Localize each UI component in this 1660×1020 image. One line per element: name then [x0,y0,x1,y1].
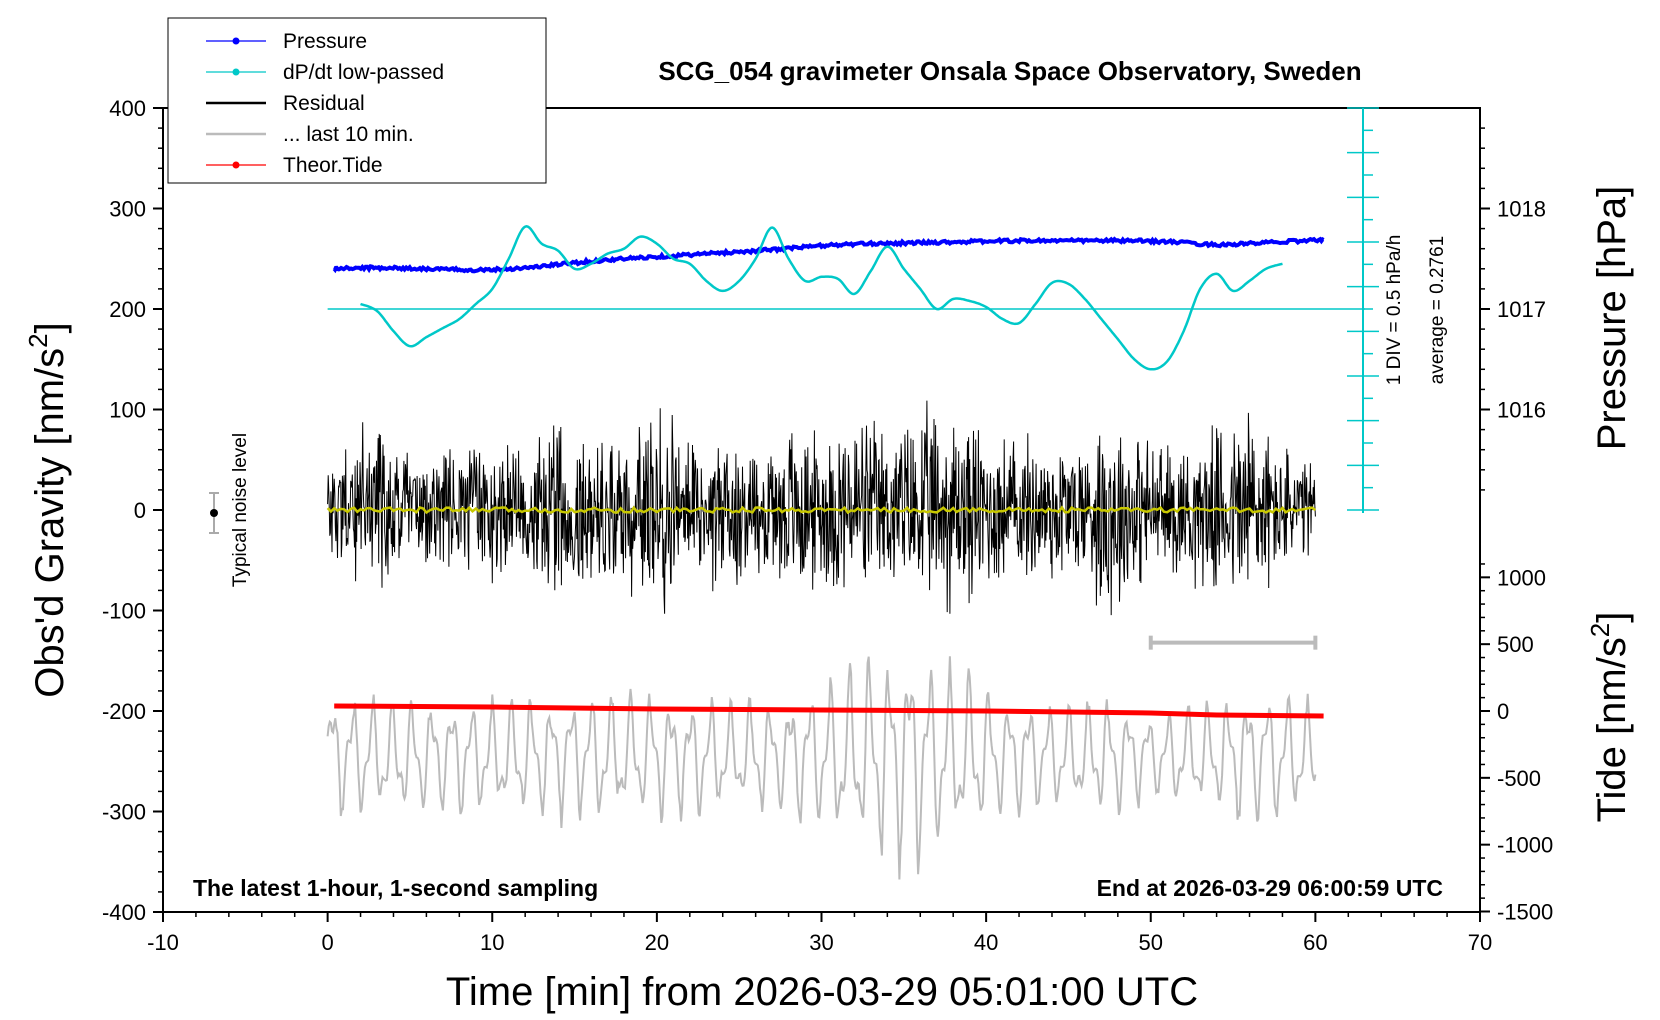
x-tick-label: 60 [1303,930,1327,955]
x-tick-label: 40 [974,930,998,955]
last-10-min-line [326,656,1317,880]
x-tick-label: -10 [147,930,179,955]
y-axis-title-left-main: Obs'd Gravity [nm/s [28,348,72,698]
legend-label: Residual [283,92,365,115]
dpdt-line [360,225,1283,371]
data-series [326,225,1365,880]
legend: Pressure dP/dt low-passed Residual ... last… [167,17,547,184]
tide-tick-label: 0 [1497,699,1509,724]
x-tick-label: 50 [1139,930,1163,955]
legend-entries: Pressure dP/dt low-passed Residual ... last… [206,30,444,177]
y-tick-label: 300 [109,197,146,222]
pressure-tick-label: 1016 [1497,398,1546,423]
tide-tick-label: 500 [1497,632,1534,657]
x-axis-title: Time [min] from 2026-03-29 05:01:00 UTC [446,970,1198,1014]
y-tick-label: -400 [102,900,146,925]
noise-dot [210,509,218,517]
noise-level-indicator: Typical noise level [209,433,251,587]
pressure-tick-label: 1017 [1497,297,1546,322]
legend-swatch-marker [232,161,240,169]
y-axis-title-tide-end: ] [1590,612,1634,623]
pressure-rate-scale: 1 DIV = 0.5 hPa/h average = 0.2761 [1347,107,1448,513]
legend-swatch-marker [232,68,240,76]
y-axis-title-left: Obs'd Gravity [nm/s2] [23,322,72,698]
x-tick-label: 70 [1468,930,1492,955]
legend-label: Theor.Tide [283,154,383,177]
scale-ticks [1347,107,1379,511]
tide-tick-label: -1000 [1497,833,1553,858]
y-tick-label: 0 [134,498,146,523]
y-axis-title-tide-main: Tide [nm/s [1590,637,1634,822]
x-tick-label: 10 [480,930,504,955]
residual-smooth-line [326,505,1317,515]
scale-label-average: average = 0.2761 [1427,236,1448,384]
pressure-tick-label: 1018 [1497,197,1546,222]
y-tick-label: -300 [102,800,146,825]
y-tick-label: -200 [102,699,146,724]
scale-label-div: 1 DIV = 0.5 hPa/h [1384,235,1405,386]
legend-box [167,17,547,184]
y-axis-title-left-end: ] [28,322,72,333]
gray-scale-bar [1148,635,1318,650]
y-tick-label: -100 [102,599,146,624]
pressure-line [332,236,1325,274]
chart-title: SCG_054 gravimeter Onsala Space Observat… [658,56,1361,86]
y-axis-title-left-sup: 2 [23,333,53,347]
y-tick-label: 400 [109,96,146,121]
legend-swatch-marker [232,37,240,45]
legend-label: dP/dt low-passed [283,61,444,84]
x-tick-label: 0 [322,930,334,955]
y-axis-title-tide-sup: 2 [1585,623,1615,637]
legend-label: ... last 10 min. [283,123,414,146]
tide-tick-label: -1500 [1497,899,1553,924]
x-tick-label: 30 [809,930,833,955]
tick-labels: -10 0 10 20 30 40 50 60 70-400-300-200-100010020… [102,96,1553,955]
y-axis-title-pressure: Pressure [hPa] [1590,186,1634,451]
axis-ticks [153,107,1490,922]
y-tick-label: 100 [109,398,146,423]
y-tick-label: 200 [109,297,146,322]
y-axis-title-tide: Tide [nm/s2] [1585,612,1634,823]
tide-tick-label: -500 [1497,766,1541,791]
note-latest-hour: The latest 1-hour, 1-second sampling [193,875,598,901]
legend-label: Pressure [283,30,367,53]
note-end-time: End at 2026-03-29 06:00:59 UTC [1097,875,1443,901]
residual-line [327,400,1316,616]
noise-level-label: Typical noise level [230,433,251,587]
x-tick-label: 20 [645,930,669,955]
theor-tide-line [334,703,1324,719]
tide-tick-label: 1000 [1497,565,1546,590]
